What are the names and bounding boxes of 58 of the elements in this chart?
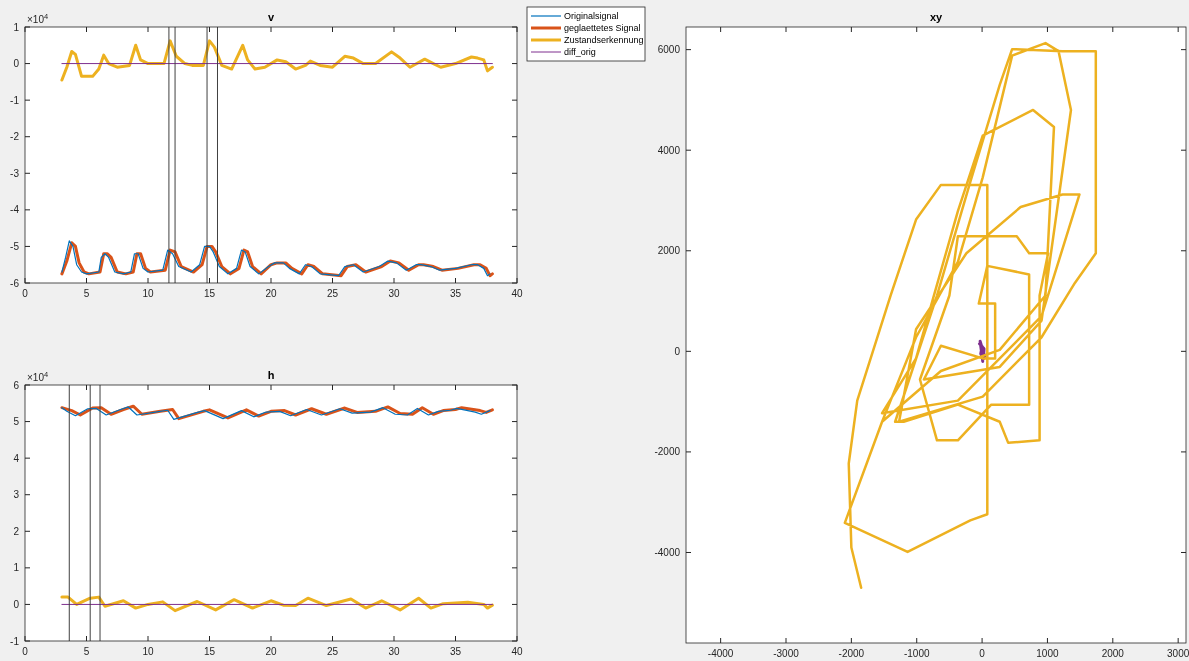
x-tick-label: 20 <box>265 288 277 299</box>
y-tick-label: -2 <box>10 131 20 143</box>
y-tick-label: 1 <box>13 21 20 33</box>
y-tick-label: -4 <box>10 204 20 216</box>
x-tick-label: 5 <box>83 288 90 299</box>
x-tick-label: 0 <box>22 288 29 299</box>
y-tick-label: -2000 <box>654 446 681 458</box>
y-tick-label: 5 <box>13 416 20 428</box>
x-tick-label: 30 <box>388 646 400 657</box>
x-tick-label: 35 <box>449 288 462 299</box>
y-tick-label: 2000 <box>657 245 681 257</box>
x-tick-label: 2000 <box>1101 648 1125 659</box>
x-tick-label: 10 <box>142 288 154 299</box>
x-tick-label: 35 <box>449 646 462 657</box>
chart-title: v <box>267 11 275 23</box>
y-tick-label: 3 <box>13 489 20 501</box>
y-tick-label: 0 <box>674 345 681 357</box>
x-tick-label: 20 <box>265 646 277 657</box>
y-tick-label: -1 <box>10 94 20 106</box>
x-tick-label: 0 <box>979 648 986 659</box>
x-tick-label: 25 <box>326 646 339 657</box>
x-tick-label: -3000 <box>773 648 800 659</box>
legend-label: geglaettetes Signal <box>564 23 641 34</box>
x-tick-label: -1000 <box>903 648 930 659</box>
x-tick-label: 3000 <box>1167 648 1189 659</box>
y-tick-label: 2 <box>13 525 20 537</box>
y-tick-label: 0 <box>13 598 20 610</box>
legend-label: Originalsignal <box>564 11 619 22</box>
line-series <box>843 41 1098 589</box>
text: ×10$^{4}$ <box>27 369 49 383</box>
x-tick-label: 15 <box>203 646 216 657</box>
y-tick-label: 4 <box>13 452 20 464</box>
y-tick-label: -5 <box>10 240 20 252</box>
y-tick-label: 0 <box>13 58 20 70</box>
x-tick-label: 30 <box>388 288 400 299</box>
x-tick-label: 0 <box>22 646 29 657</box>
chart-title: h <box>267 369 275 381</box>
y-tick-label: -3 <box>10 167 20 179</box>
y-tick-label: 6000 <box>657 44 681 56</box>
y-tick-label: -4000 <box>654 546 681 558</box>
chart-title: xy <box>929 11 943 23</box>
y-tick-label: -1 <box>10 635 20 647</box>
y-tick-label: 4000 <box>657 144 681 156</box>
x-tick-label: 1000 <box>1036 648 1059 659</box>
y-tick-label: -6 <box>10 277 20 289</box>
x-tick-label: -4000 <box>707 648 734 659</box>
x-tick-label: 15 <box>203 288 216 299</box>
x-tick-label: 40 <box>511 646 523 657</box>
legend-label: Zustandserkennung <box>564 35 644 46</box>
x-tick-label: -2000 <box>838 648 865 659</box>
y-tick-label: 6 <box>13 379 20 391</box>
legend-label: diff_orig <box>564 47 596 58</box>
y-tick-label: 1 <box>13 562 20 574</box>
x-tick-label: 5 <box>83 646 90 657</box>
x-tick-label: 10 <box>142 646 154 657</box>
x-tick-label: 25 <box>326 288 339 299</box>
x-tick-label: 40 <box>511 288 523 299</box>
text: ×10$^{4}$ <box>27 11 49 25</box>
